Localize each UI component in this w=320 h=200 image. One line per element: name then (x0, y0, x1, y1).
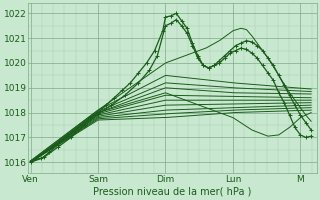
X-axis label: Pression niveau de la mer( hPa ): Pression niveau de la mer( hPa ) (93, 187, 252, 197)
